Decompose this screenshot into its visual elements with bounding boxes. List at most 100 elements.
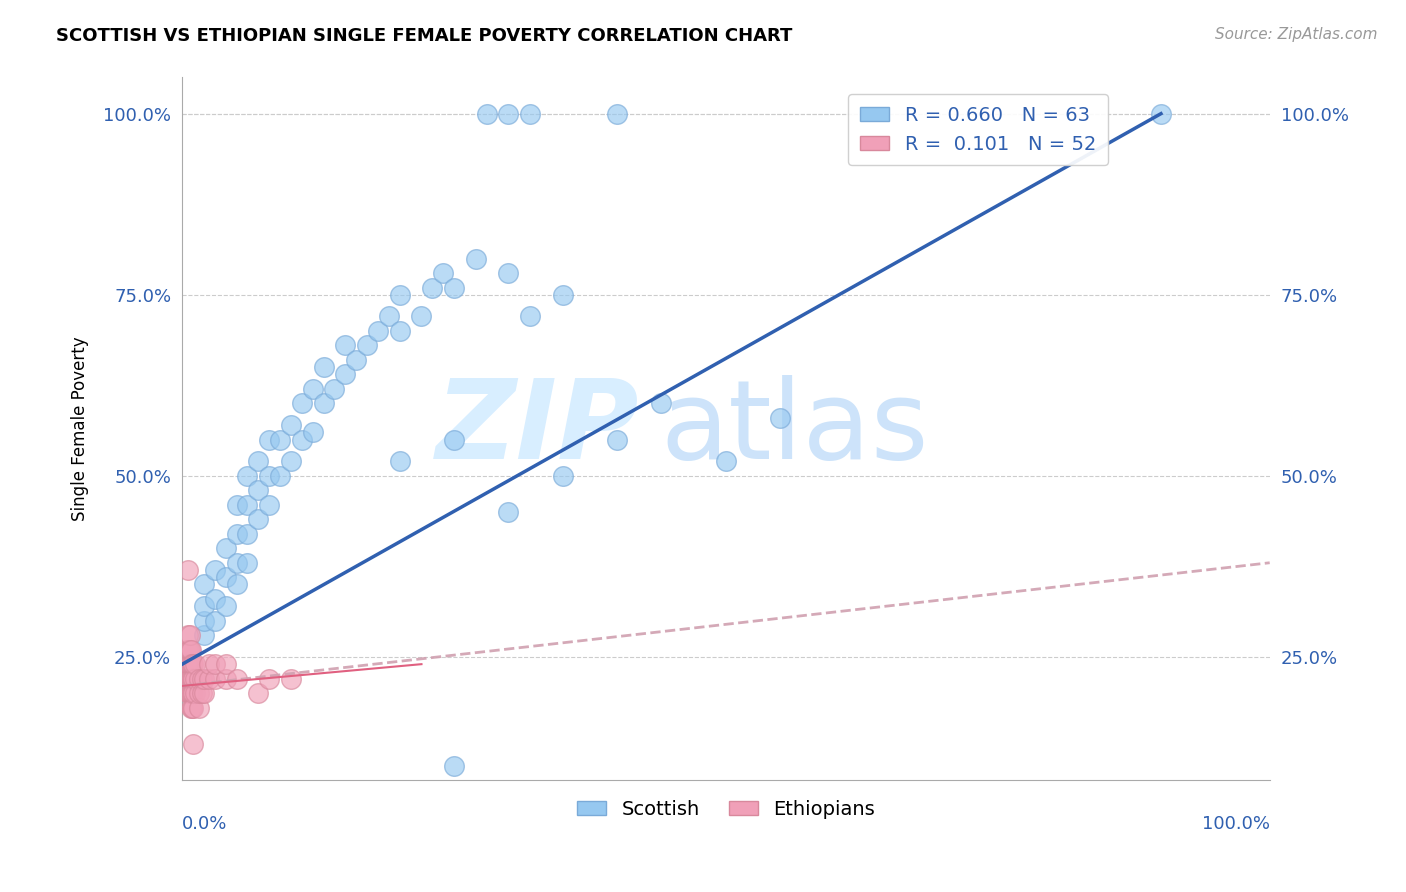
Point: [181, 737, 204, 751]
Point: [388, 287, 411, 301]
Point: [180, 642, 202, 657]
Point: [215, 599, 238, 614]
Point: [247, 483, 270, 498]
Point: [198, 657, 221, 672]
Point: [291, 433, 314, 447]
Point: [179, 672, 201, 686]
Point: [498, 266, 520, 280]
Point: [181, 686, 204, 700]
Point: [215, 541, 238, 556]
Text: 0.0%: 0.0%: [183, 815, 228, 833]
Point: [225, 577, 247, 591]
Point: [193, 628, 215, 642]
Point: [180, 700, 202, 714]
Point: [312, 396, 335, 410]
Point: [432, 266, 454, 280]
Point: [443, 758, 465, 772]
Point: [388, 324, 411, 338]
Point: [498, 505, 520, 519]
Point: [551, 287, 574, 301]
Point: [191, 686, 214, 700]
Point: [236, 468, 259, 483]
Text: SCOTTISH VS ETHIOPIAN SINGLE FEMALE POVERTY CORRELATION CHART: SCOTTISH VS ETHIOPIAN SINGLE FEMALE POVE…: [56, 27, 793, 45]
Point: [177, 686, 200, 700]
Point: [312, 360, 335, 375]
Point: [356, 338, 378, 352]
Point: [247, 454, 270, 468]
Legend: Scottish, Ethiopians: Scottish, Ethiopians: [569, 792, 883, 827]
Point: [204, 672, 226, 686]
Point: [714, 454, 737, 468]
Point: [411, 310, 433, 324]
Point: [291, 396, 314, 410]
Point: [191, 672, 214, 686]
Point: [176, 672, 198, 686]
Point: [176, 642, 198, 657]
Point: [225, 498, 247, 512]
Text: atlas: atlas: [661, 376, 929, 483]
Point: [181, 657, 204, 672]
Point: [464, 252, 486, 266]
Point: [181, 672, 204, 686]
Point: [184, 672, 207, 686]
Point: [269, 468, 291, 483]
Point: [176, 657, 198, 672]
Point: [193, 614, 215, 628]
Point: [280, 454, 302, 468]
Point: [236, 526, 259, 541]
Point: [176, 628, 198, 642]
Point: [257, 468, 280, 483]
Text: 100.0%: 100.0%: [1202, 815, 1270, 833]
Y-axis label: Single Female Poverty: Single Female Poverty: [72, 336, 89, 521]
Point: [204, 657, 226, 672]
Point: [177, 657, 200, 672]
Point: [204, 563, 226, 577]
Point: [422, 280, 444, 294]
Point: [179, 642, 201, 657]
Point: [225, 526, 247, 541]
Point: [181, 686, 204, 700]
Point: [204, 591, 226, 606]
Point: [179, 686, 201, 700]
Point: [475, 106, 498, 120]
Point: [247, 686, 270, 700]
Point: [176, 642, 198, 657]
Point: [443, 433, 465, 447]
Point: [323, 382, 346, 396]
Point: [181, 700, 204, 714]
Point: [181, 672, 204, 686]
Point: [177, 642, 200, 657]
Point: [443, 280, 465, 294]
Point: [335, 368, 357, 382]
Point: [247, 512, 270, 526]
Point: [225, 672, 247, 686]
Point: [519, 310, 541, 324]
Point: [551, 468, 574, 483]
Point: [257, 498, 280, 512]
Point: [335, 338, 357, 352]
Point: [519, 106, 541, 120]
Point: [280, 418, 302, 433]
Text: Source: ZipAtlas.com: Source: ZipAtlas.com: [1215, 27, 1378, 42]
Point: [301, 382, 323, 396]
Point: [344, 353, 367, 368]
Point: [176, 563, 198, 577]
Point: [181, 657, 204, 672]
Point: [606, 433, 628, 447]
Point: [498, 106, 520, 120]
Point: [204, 614, 226, 628]
Point: [769, 410, 792, 425]
Point: [280, 672, 302, 686]
Point: [176, 686, 198, 700]
Point: [257, 672, 280, 686]
Point: [650, 396, 672, 410]
Point: [193, 599, 215, 614]
Point: [180, 672, 202, 686]
Point: [174, 672, 197, 686]
Point: [198, 672, 221, 686]
Point: [180, 686, 202, 700]
Point: [367, 324, 389, 338]
Point: [606, 106, 628, 120]
Point: [187, 700, 209, 714]
Point: [215, 570, 238, 584]
